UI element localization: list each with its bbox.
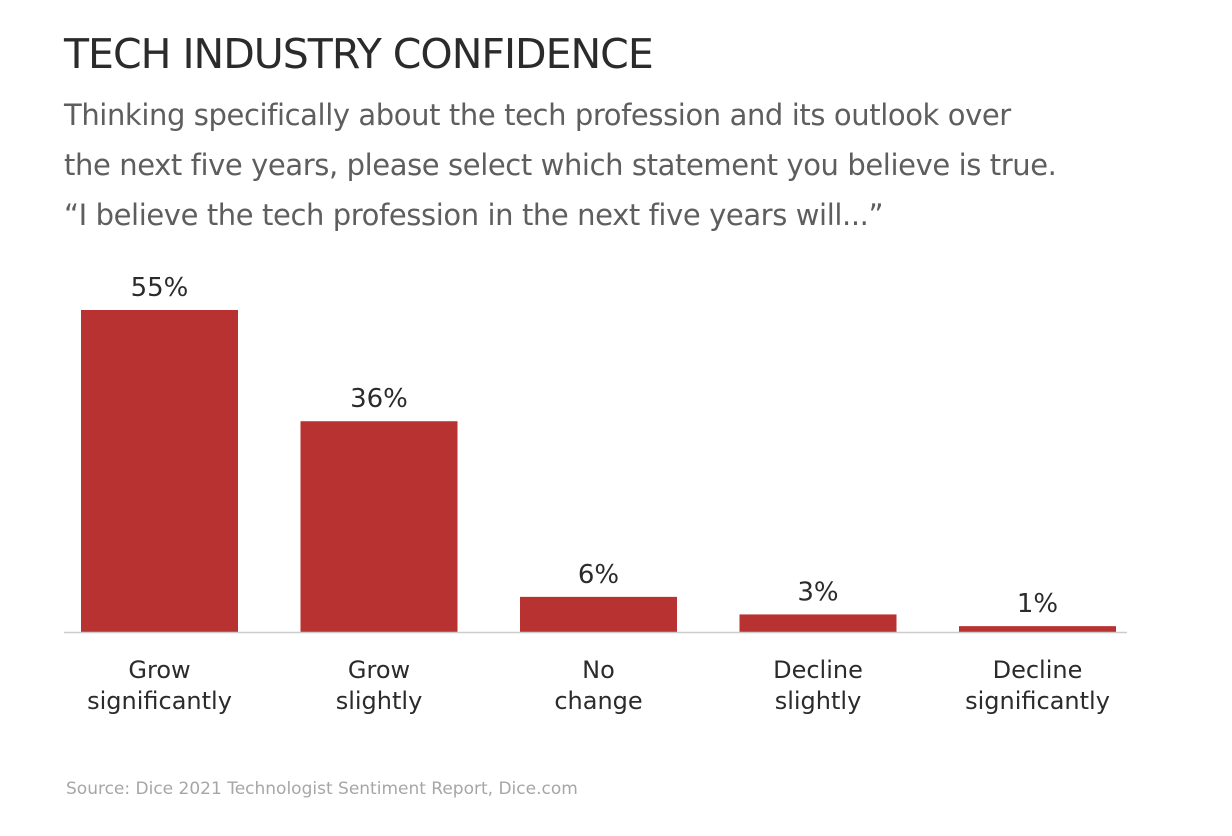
category-label-3-line-1: No xyxy=(582,656,615,684)
category-label-2-line-2: slightly xyxy=(336,687,423,715)
source-note: Source: Dice 2021 Technologist Sentiment… xyxy=(66,779,578,799)
category-label-1-line-2: significantly xyxy=(87,687,232,715)
value-label-5: 1% xyxy=(1017,589,1058,619)
value-label-3: 6% xyxy=(578,560,619,590)
bar-2 xyxy=(300,421,458,632)
value-label-4: 3% xyxy=(797,577,838,607)
value-label-1: 55% xyxy=(131,273,189,303)
bar-5 xyxy=(959,626,1116,632)
value-label-2: 36% xyxy=(350,384,408,414)
subtitle-line-2: the next five years, please select which… xyxy=(64,148,1057,182)
category-label-2-line-1: Grow xyxy=(348,656,410,684)
chart-title: TECH INDUSTRY CONFIDENCE xyxy=(64,30,654,78)
chart-subtitle: Thinking specifically about the tech pro… xyxy=(64,90,1184,240)
category-label-5-line-2: significantly xyxy=(965,687,1110,715)
category-label-5-line-1: Decline xyxy=(993,656,1083,684)
category-label-4-line-1: Decline xyxy=(773,656,863,684)
category-label-4-line-2: slightly xyxy=(775,687,862,715)
subtitle-line-3: “I believe the tech profession in the ne… xyxy=(64,198,884,232)
bar-4 xyxy=(739,614,897,632)
category-label-3-line-2: change xyxy=(554,687,642,715)
bar-3 xyxy=(520,596,677,632)
category-label-1-line-1: Grow xyxy=(128,656,190,684)
bar-1 xyxy=(81,310,238,632)
subtitle-line-1: Thinking specifically about the tech pro… xyxy=(64,98,1011,132)
